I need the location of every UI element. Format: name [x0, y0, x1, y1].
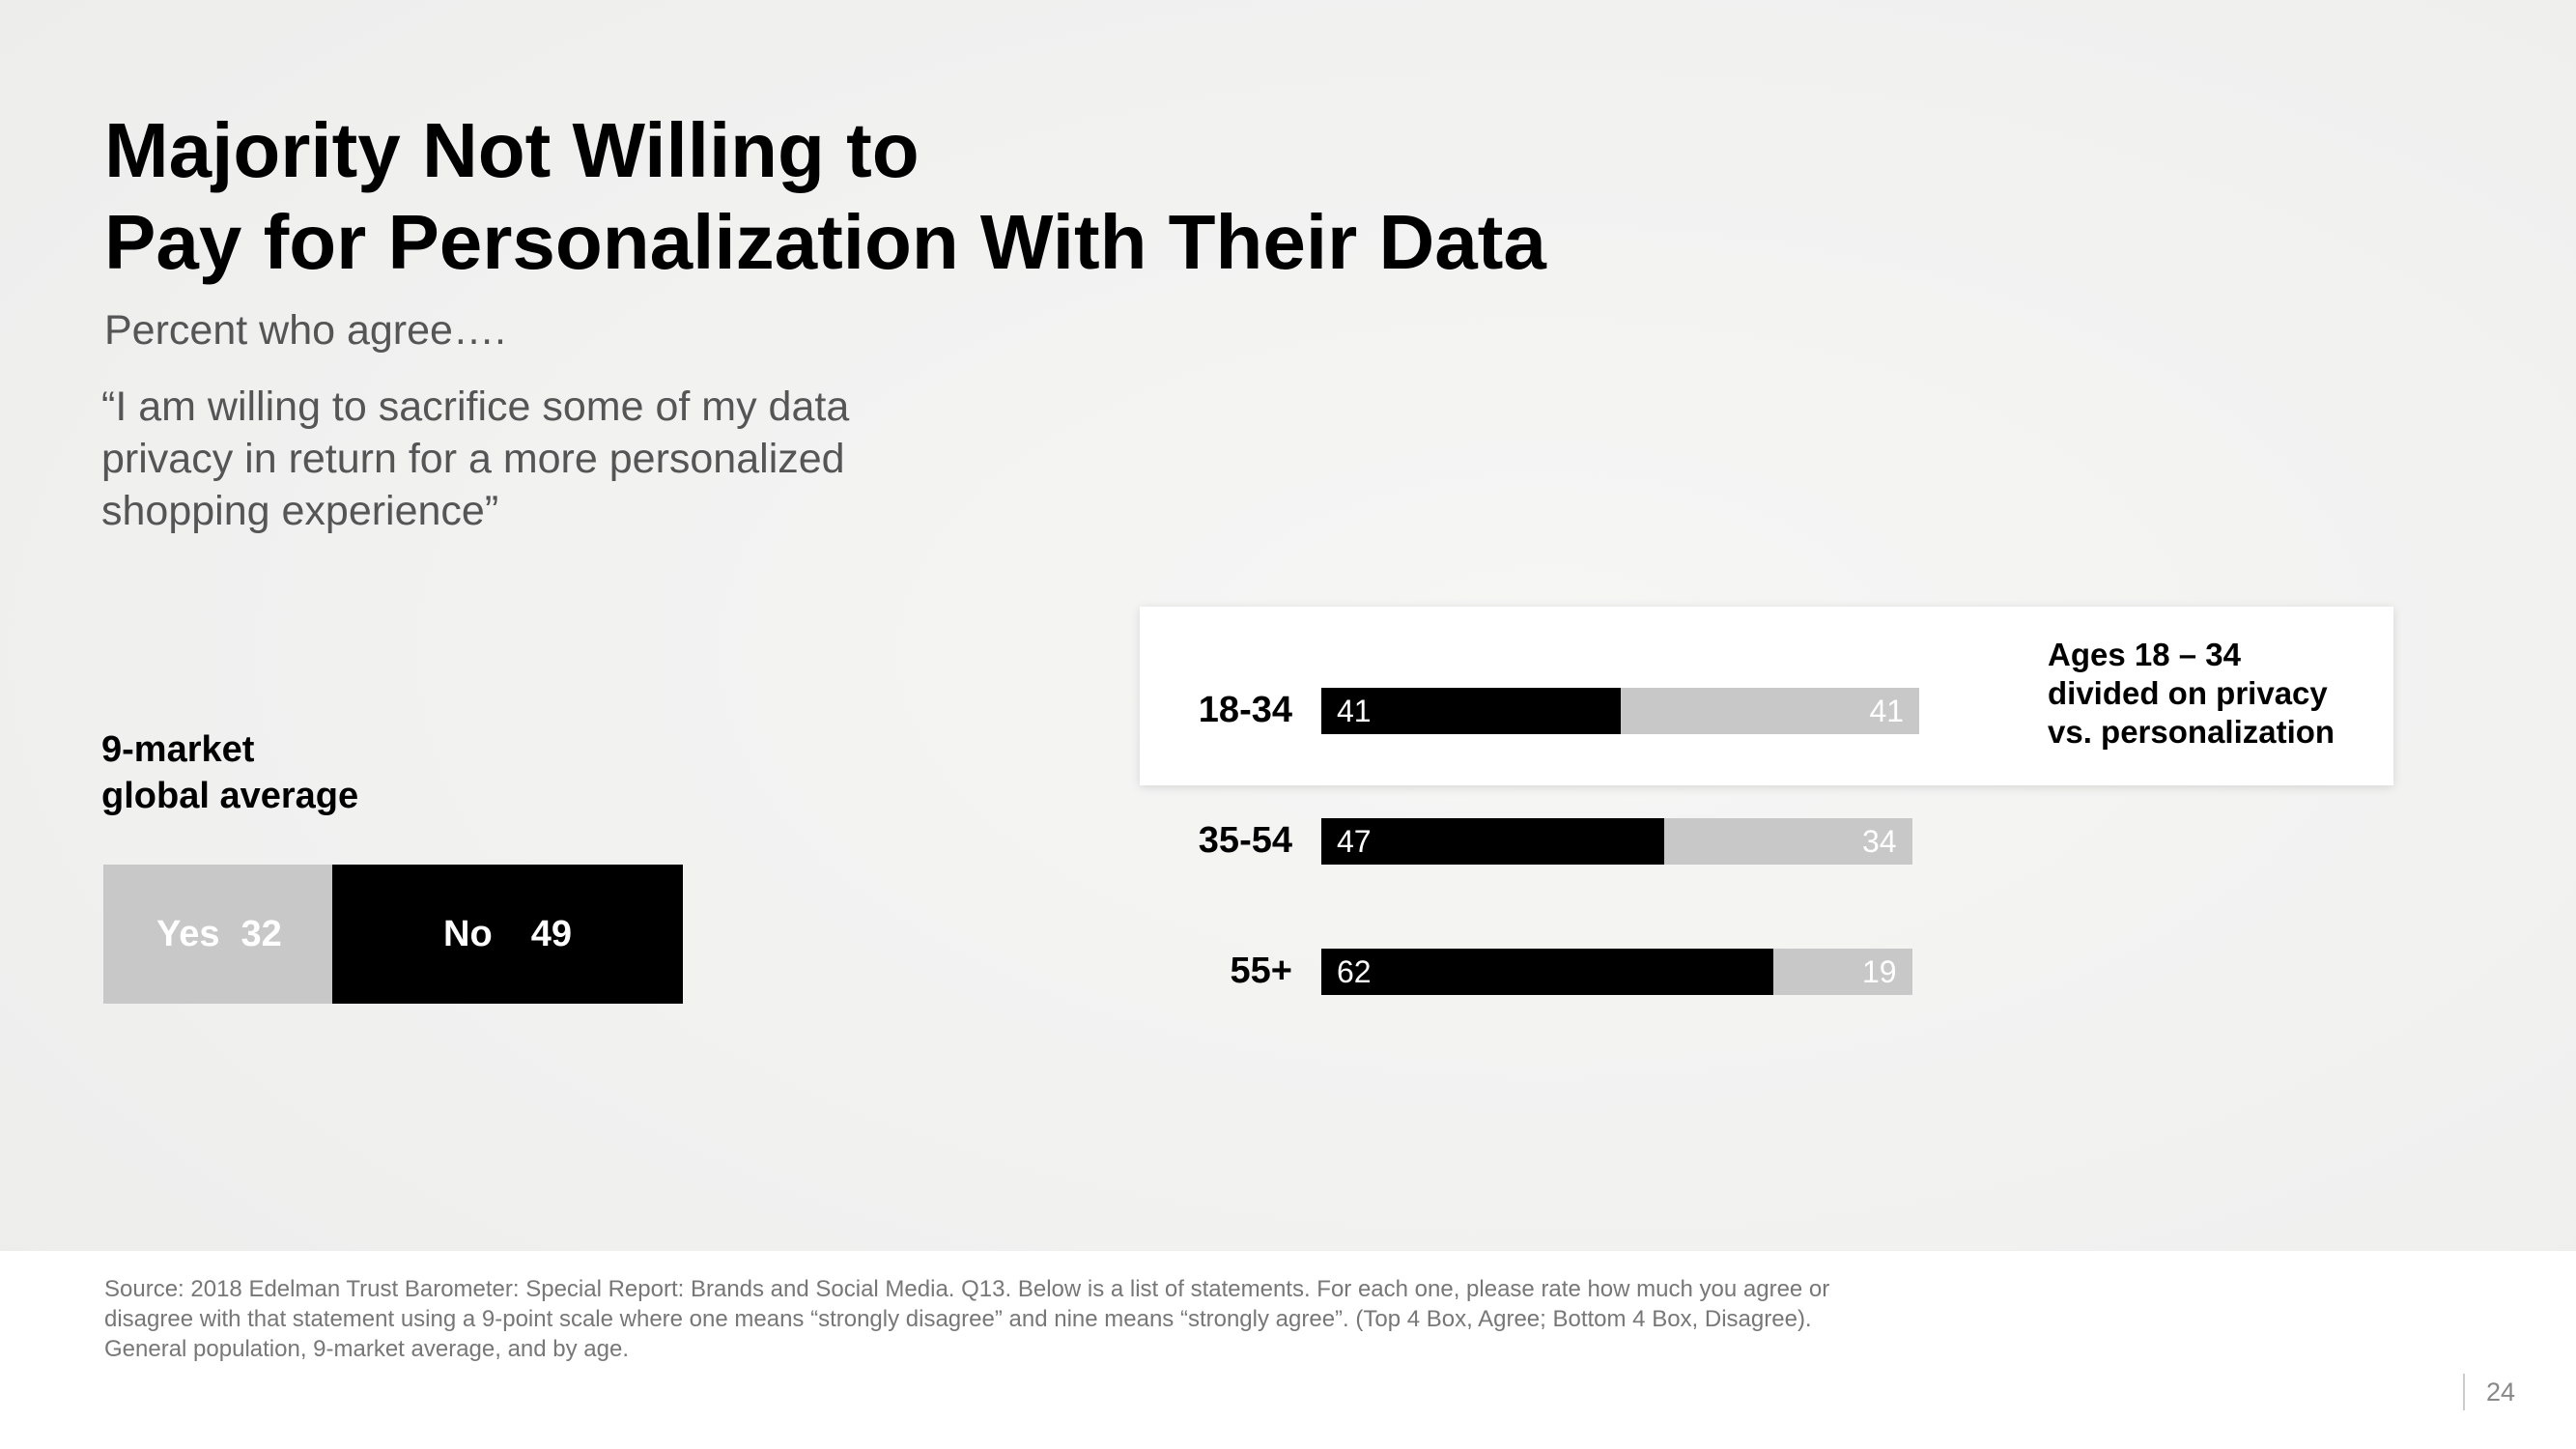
- global-yes-segment: Yes 32: [103, 865, 333, 1004]
- age-label-2: 55+: [1230, 951, 1292, 991]
- callout-line: vs. personalization: [2048, 714, 2335, 750]
- callout-text: Ages 18 – 34 divided on privacy vs. pers…: [2048, 636, 2376, 752]
- age-dark-value-2: 62: [1337, 954, 1372, 989]
- source-line: General population, 9-market average, an…: [104, 1336, 630, 1362]
- statement-line: “I am willing to sacrifice some of my da…: [101, 384, 850, 430]
- global-no-value: 49: [530, 913, 572, 954]
- footer: Source: 2018 Edelman Trust Barometer: Sp…: [0, 1251, 2576, 1449]
- age-bar-0: 41 41: [1321, 688, 1920, 734]
- age-bar-dark-segment-0: [1321, 688, 1621, 734]
- age-bar-dark-segment-1: [1321, 818, 1664, 865]
- page-title: Majority Not Willing to Pay for Personal…: [104, 104, 1546, 288]
- age-bar-2: 62 19: [1321, 949, 1912, 995]
- age-light-value-2: 19: [1861, 954, 1897, 989]
- global-average-bar: Yes 32 No 49: [103, 865, 683, 1004]
- title-line: Pay for Personalization With Their Data: [104, 199, 1546, 285]
- age-light-value-0: 41: [1869, 694, 1905, 728]
- global-yes-series-name: Yes: [156, 913, 220, 954]
- global-yes-value: 32: [241, 913, 282, 954]
- age-bar-dark-segment-2: [1321, 949, 1774, 995]
- global-no-series-name: No: [443, 913, 493, 954]
- age-light-value-1: 34: [1861, 824, 1897, 859]
- global-average-label-line: 9-market: [101, 729, 255, 770]
- subtitle: Percent who agree….: [104, 307, 506, 354]
- callout-line: divided on privacy: [2048, 675, 2328, 711]
- callout-line: Ages 18 – 34: [2048, 637, 2241, 672]
- global-average-label-line: global average: [101, 776, 359, 816]
- source-note: Source: 2018 Edelman Trust Barometer: Sp…: [104, 1274, 2036, 1364]
- age-bar-1: 47 34: [1321, 818, 1912, 865]
- page-number: 24: [2463, 1374, 2515, 1410]
- statement-line: privacy in return for a more personalize…: [101, 436, 845, 482]
- statement-line: shopping experience”: [101, 488, 499, 534]
- age-label-0: 18-34: [1198, 690, 1292, 730]
- age-dark-value-0: 41: [1337, 694, 1372, 728]
- title-line: Majority Not Willing to: [104, 107, 920, 193]
- global-no-segment: No 49: [332, 865, 683, 1004]
- age-dark-value-1: 47: [1337, 824, 1372, 859]
- age-label-1: 35-54: [1198, 820, 1292, 861]
- source-line: disagree with that statement using a 9-p…: [104, 1306, 1812, 1332]
- survey-statement: “I am willing to sacrifice some of my da…: [101, 381, 971, 537]
- global-average-label: 9-market global average: [101, 726, 358, 819]
- source-line: Source: 2018 Edelman Trust Barometer: Sp…: [104, 1276, 1830, 1302]
